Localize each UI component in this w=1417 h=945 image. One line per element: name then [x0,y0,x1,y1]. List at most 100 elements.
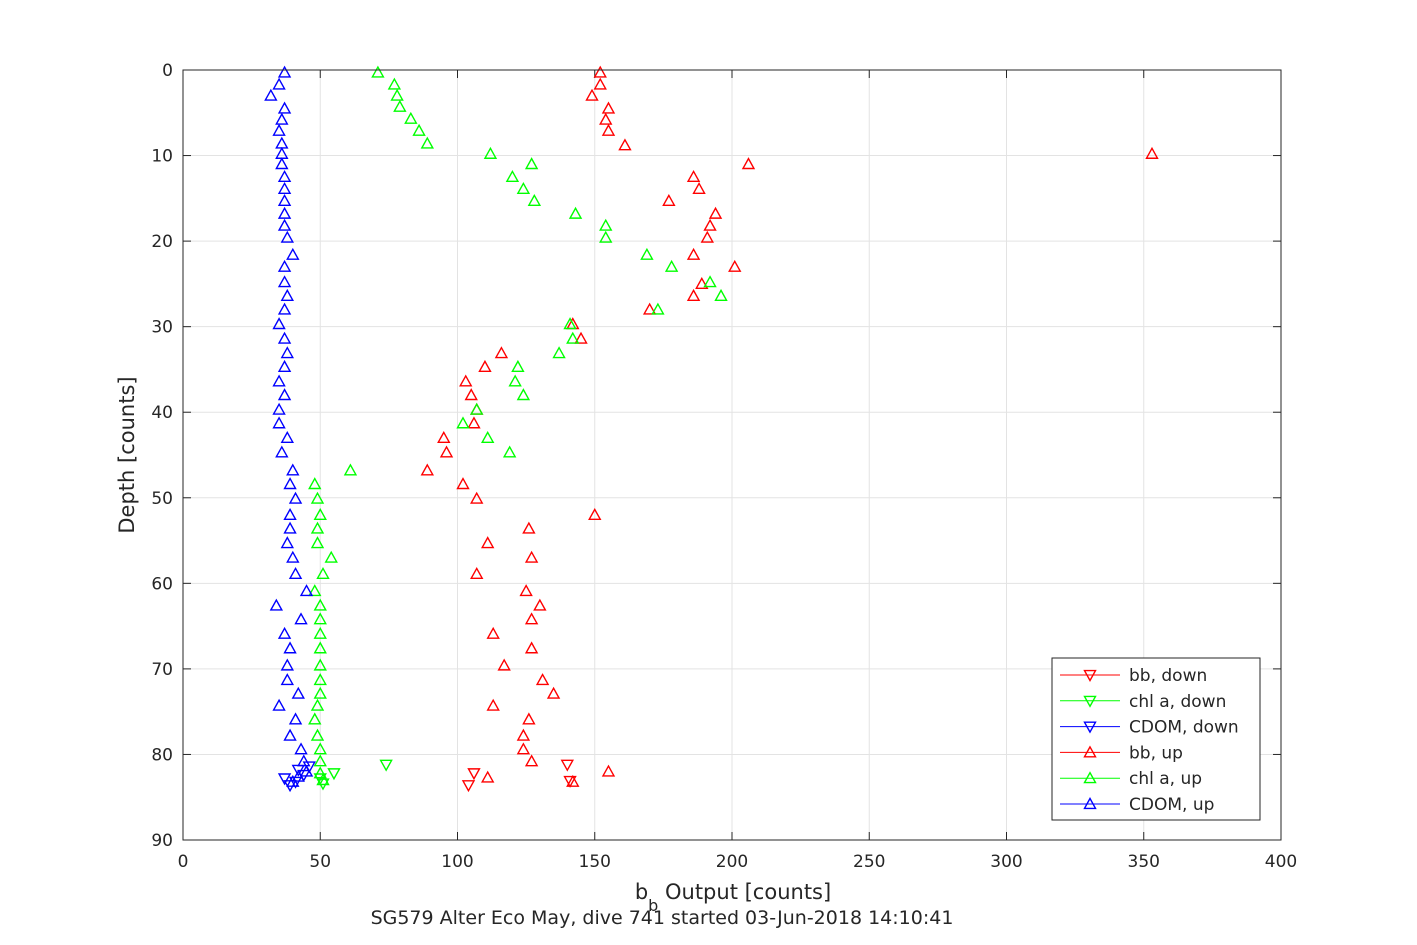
data-point [601,123,616,136]
legend-marker [1083,721,1097,734]
data-point [686,170,701,183]
data-point [524,157,539,170]
data-point [272,402,286,415]
data-point [566,331,580,344]
legend-item: bb, down [1060,666,1207,686]
data-point [272,123,286,136]
legend-marker [1083,745,1097,758]
data-point [527,193,542,207]
data-point [467,416,481,429]
data-point [524,612,539,625]
data-point [651,302,665,315]
data-point [464,388,478,401]
data-point [310,536,325,549]
data-point [283,728,297,741]
legend-item: chl a, down [1060,692,1226,712]
legend-label: CDOM, up [1129,795,1214,815]
x-tick-label: 350 [1128,852,1160,872]
data-point [508,374,522,387]
data-point [313,673,327,686]
data-point [601,101,616,114]
series-cdom-up [264,65,314,787]
data-point [275,112,289,125]
data-point [308,584,322,597]
data-point [662,193,676,207]
data-point [291,686,305,699]
data-point [692,181,706,195]
x-tick-label: 300 [990,852,1022,872]
x-tick-label: 50 [309,852,331,872]
data-point [371,65,385,78]
data-point [277,331,292,344]
data-point [593,77,607,90]
data-point [277,170,292,183]
data-point [390,88,404,101]
y-tick-label: 30 [151,318,173,338]
legend-label: chl a, down [1129,692,1226,712]
chart-title: SG579 Alter Eco May, dive 741 started 03… [371,907,954,929]
data-point [297,754,311,767]
data-point [387,77,402,90]
data-point [288,712,303,725]
data-point [700,230,714,243]
data-point [313,658,327,671]
legend-item: CDOM, down [1060,718,1239,738]
data-point [481,430,495,443]
data-point [313,612,327,625]
y-tick-label: 90 [151,831,173,851]
data-point [280,288,294,301]
x-axis-label: bb Output [counts] [635,880,831,915]
data-point [313,641,327,654]
data-point [470,566,484,580]
data-point [310,491,325,504]
data-point [516,728,531,741]
x-tick-label: 200 [716,852,748,872]
data-point [686,288,701,301]
data-point [313,686,327,699]
data-point [283,507,297,520]
data-point [486,698,500,711]
data-point [505,170,520,183]
legend-item: CDOM, up [1060,795,1214,815]
data-point [313,507,327,520]
legend-item: chl a, up [1060,769,1202,789]
data-point [310,698,325,711]
data-point [308,477,322,490]
series-chl-a-up [308,65,728,786]
data-point [280,230,294,243]
data-point [511,359,525,372]
data-point [714,288,728,301]
legend-label: CDOM, down [1129,718,1239,738]
data-point [277,65,292,78]
data-point [277,181,292,195]
data-point [470,491,484,504]
data-point [277,259,292,272]
data-point [412,123,426,136]
data-point [566,774,580,787]
data-point [664,259,679,272]
data-point [299,764,314,777]
data-point [703,275,717,288]
data-point [456,477,470,490]
data-point [459,374,473,387]
data-point [502,445,517,458]
data-point [568,206,583,219]
legend-marker [1083,797,1097,810]
data-point [286,463,300,476]
y-tick-label: 0 [162,61,173,81]
data-point [280,536,294,549]
x-tick-label: 400 [1265,852,1297,872]
data-point [481,536,495,549]
data-point [486,626,500,639]
data-point [283,477,297,490]
data-point [546,686,561,699]
data-point [283,521,297,534]
data-point [439,445,454,458]
legend: bb, down chl a, down CDOM, down bb, up chl a… [1051,657,1261,821]
data-point [478,359,492,372]
data-point [283,641,297,654]
data-point [308,712,322,725]
data-point [327,768,341,781]
data-point [280,430,294,443]
data-point [313,626,327,639]
